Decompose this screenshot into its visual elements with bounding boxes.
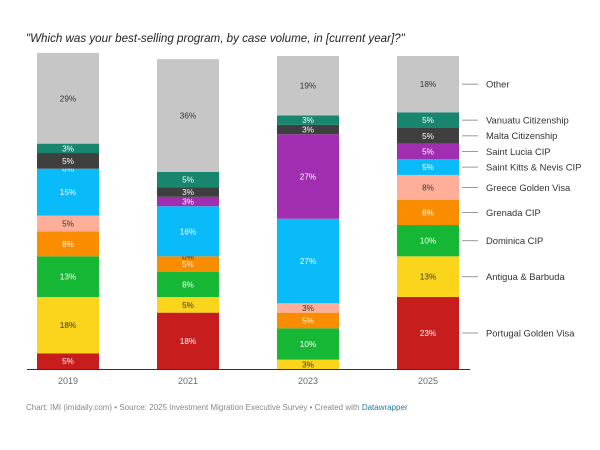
chart-title: "Which was your best-selling program, by… — [26, 32, 405, 45]
x-tick-label-2019: 2019 — [58, 376, 78, 386]
footer-source: Chart: IMI (imidaily.com) • Source: 2025… — [26, 403, 362, 412]
data-label-malta-citizenship-2023: 3% — [302, 126, 314, 135]
data-label-greece-golden-visa-2023: 3% — [302, 304, 314, 313]
data-label-other-2025: 18% — [420, 80, 436, 89]
data-label-vanuatu-citizenship-2019: 3% — [62, 144, 74, 153]
data-label-malta-citizenship-2019: 5% — [62, 157, 74, 166]
bar-grenada-cip-2021 — [157, 256, 219, 272]
bar-antigua-barbuda-2021 — [157, 297, 219, 313]
data-label-saint-kitts-nevis-cip-2023: 27% — [300, 257, 316, 266]
bar-greece-golden-visa-2023 — [277, 303, 339, 313]
data-label-greece-golden-visa-2019: 5% — [62, 219, 74, 228]
bar-vanuatu-citizenship-2019 — [37, 143, 99, 154]
data-label-greece-golden-visa-2021: 0% — [182, 252, 194, 261]
data-label-malta-citizenship-2025: 5% — [422, 132, 434, 141]
data-label-dominica-cip-2025: 10% — [420, 237, 436, 246]
bar-malta-citizenship-2019 — [37, 153, 99, 169]
data-label-other-2019: 29% — [60, 94, 76, 103]
data-label-saint-kitts-nevis-cip-2021: 16% — [180, 227, 196, 236]
datawrapper-link[interactable]: Datawrapper — [361, 403, 408, 412]
data-label-other-2021: 36% — [180, 111, 196, 120]
bar-dominica-cip-2021 — [157, 271, 219, 298]
data-label-other-2023: 19% — [300, 82, 316, 91]
bar-saint-lucia-cip-2021 — [157, 196, 219, 207]
bar-other-2021 — [157, 59, 219, 172]
bar-saint-lucia-cip-2025 — [397, 143, 459, 160]
data-label-saint-lucia-cip-2025: 5% — [422, 147, 434, 156]
bar-saint-kitts-nevis-cip-2021 — [157, 206, 219, 257]
data-label-vanuatu-citizenship-2023: 3% — [302, 116, 314, 125]
data-label-saint-lucia-cip-2019: 0% — [62, 165, 74, 174]
data-label-dominica-cip-2021: 8% — [182, 280, 194, 289]
bar-grenada-cip-2023 — [277, 312, 339, 329]
bar-other-2023 — [277, 56, 339, 116]
bar-dominica-cip-2023 — [277, 328, 339, 360]
legend-label-grenada-cip: Grenada CIP — [486, 207, 541, 218]
legend-label-saint-lucia-cip: Saint Lucia CIP — [486, 146, 551, 157]
data-label-greece-golden-visa-2025: 8% — [422, 183, 434, 192]
bar-dominica-cip-2019 — [37, 256, 99, 298]
bar-saint-kitts-nevis-cip-2025 — [397, 159, 459, 175]
data-label-antigua-barbuda-2023: 3% — [302, 360, 314, 369]
data-label-grenada-cip-2025: 8% — [422, 209, 434, 218]
bar-malta-citizenship-2021 — [157, 187, 219, 197]
data-label-malta-citizenship-2021: 3% — [182, 188, 194, 197]
bar-greece-golden-visa-2025 — [397, 174, 459, 200]
data-label-grenada-cip-2019: 8% — [62, 240, 74, 249]
data-label-portugal-golden-visa-2021: 18% — [180, 337, 196, 346]
bar-malta-citizenship-2025 — [397, 127, 459, 144]
bar-vanuatu-citizenship-2025 — [397, 112, 459, 128]
bar-antigua-barbuda-2019 — [37, 297, 99, 354]
chart-footer: Chart: IMI (imidaily.com) • Source: 2025… — [26, 403, 408, 412]
bar-vanuatu-citizenship-2021 — [157, 171, 219, 188]
data-label-antigua-barbuda-2019: 18% — [60, 321, 76, 330]
bar-saint-kitts-nevis-cip-2023 — [277, 218, 339, 304]
x-tick-label-2023: 2023 — [298, 376, 318, 386]
data-label-saint-kitts-nevis-cip-2025: 5% — [422, 163, 434, 172]
data-label-grenada-cip-2023: 5% — [302, 316, 314, 325]
data-label-saint-lucia-cip-2021: 3% — [182, 198, 194, 207]
legend-label-portugal-golden-visa: Portugal Golden Visa — [486, 327, 575, 338]
bar-portugal-golden-visa-2025 — [397, 297, 459, 369]
data-label-antigua-barbuda-2021: 5% — [182, 301, 194, 310]
legend-label-saint-kitts-nevis-cip: Saint Kitts & Nevis CIP — [486, 161, 581, 172]
bar-other-2019 — [37, 52, 99, 144]
data-label-vanuatu-citizenship-2025: 5% — [422, 116, 434, 125]
legend-label-vanuatu-citizenship: Vanuatu Citizenship — [486, 114, 569, 125]
data-label-saint-lucia-cip-2023: 27% — [300, 173, 316, 182]
bar-dominica-cip-2025 — [397, 225, 459, 257]
bar-greece-golden-visa-2019 — [37, 215, 99, 232]
bar-portugal-golden-visa-2021 — [157, 312, 219, 369]
bar-grenada-cip-2025 — [397, 199, 459, 226]
legend-label-dominica-cip: Dominica CIP — [486, 235, 543, 246]
x-tick-label-2025: 2025 — [418, 376, 438, 386]
legend-label-malta-citizenship: Malta Citizenship — [486, 130, 557, 141]
bar-malta-citizenship-2023 — [277, 124, 339, 135]
data-label-dominica-cip-2023: 10% — [300, 340, 316, 349]
legend-label-greece-golden-visa: Greece Golden Visa — [486, 182, 571, 193]
bar-other-2025 — [397, 56, 459, 113]
bar-antigua-barbuda-2025 — [397, 256, 459, 298]
bar-antigua-barbuda-2023 — [277, 359, 339, 369]
data-label-portugal-golden-visa-2025: 23% — [420, 329, 436, 338]
data-label-vanuatu-citizenship-2021: 5% — [182, 176, 194, 185]
x-tick-label-2021: 2021 — [178, 376, 198, 386]
data-label-portugal-golden-visa-2019: 5% — [62, 357, 74, 366]
bar-saint-lucia-cip-2023 — [277, 134, 339, 219]
bar-saint-kitts-nevis-cip-2019 — [37, 168, 99, 216]
bar-vanuatu-citizenship-2023 — [277, 115, 339, 125]
data-label-grenada-cip-2021: 5% — [182, 260, 194, 269]
bar-portugal-golden-visa-2019 — [37, 353, 99, 369]
legend-label-antigua-barbuda: Antigua & Barbuda — [486, 271, 565, 282]
data-label-antigua-barbuda-2025: 13% — [420, 273, 436, 282]
bar-grenada-cip-2019 — [37, 231, 99, 257]
data-label-saint-kitts-nevis-cip-2019: 15% — [60, 188, 76, 197]
data-label-dominica-cip-2019: 13% — [60, 273, 76, 282]
legend-label-other: Other — [486, 78, 509, 89]
